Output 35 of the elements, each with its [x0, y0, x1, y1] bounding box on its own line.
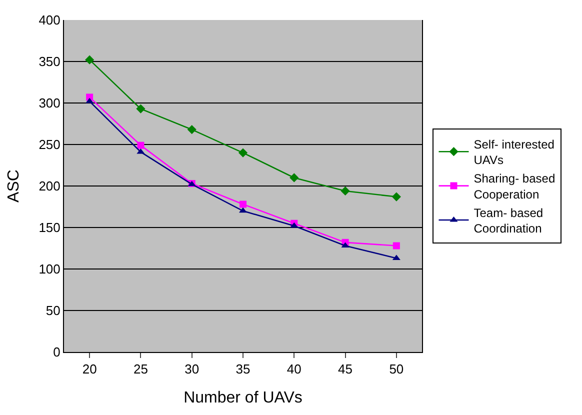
point: [137, 142, 144, 149]
legend-label: Self- interested UAVs: [474, 137, 554, 168]
point: [392, 242, 400, 250]
y-tick-label: 0: [53, 344, 60, 360]
point: [290, 222, 298, 228]
x-tick-label: 45: [338, 362, 353, 377]
x-tick-label: 20: [82, 362, 97, 377]
y-tick-label: 50: [46, 303, 60, 318]
x-tick-label: 25: [133, 362, 148, 377]
y-tick-label: 300: [38, 96, 60, 111]
x-tick-label: 30: [184, 362, 200, 377]
point: [290, 173, 299, 182]
y-tick-label: 400: [38, 12, 60, 28]
y-tick-label: 350: [38, 54, 60, 70]
x-axis-title: Number of UAVs: [184, 389, 302, 406]
y-tick-label: 150: [38, 220, 60, 236]
point: [187, 125, 196, 134]
y-tick-label: 250: [38, 137, 60, 152]
x-tick-label: 35: [236, 362, 250, 377]
y-tick-label: 200: [38, 178, 60, 194]
point: [136, 148, 145, 154]
legend-label: Team- based Coordination: [474, 206, 544, 236]
x-tick-label: 50: [389, 362, 404, 377]
point: [86, 98, 94, 104]
point: [85, 55, 94, 64]
point: [240, 200, 246, 208]
legend-label: Sharing- based Cooperation: [474, 172, 556, 202]
point: [136, 104, 146, 114]
point: [340, 186, 350, 196]
y-tick-label: 100: [38, 262, 60, 277]
x-tick-label: 40: [286, 362, 302, 377]
point: [341, 242, 350, 248]
point: [392, 192, 401, 202]
y-axis-title: ASC: [6, 170, 23, 202]
point: [238, 148, 248, 158]
